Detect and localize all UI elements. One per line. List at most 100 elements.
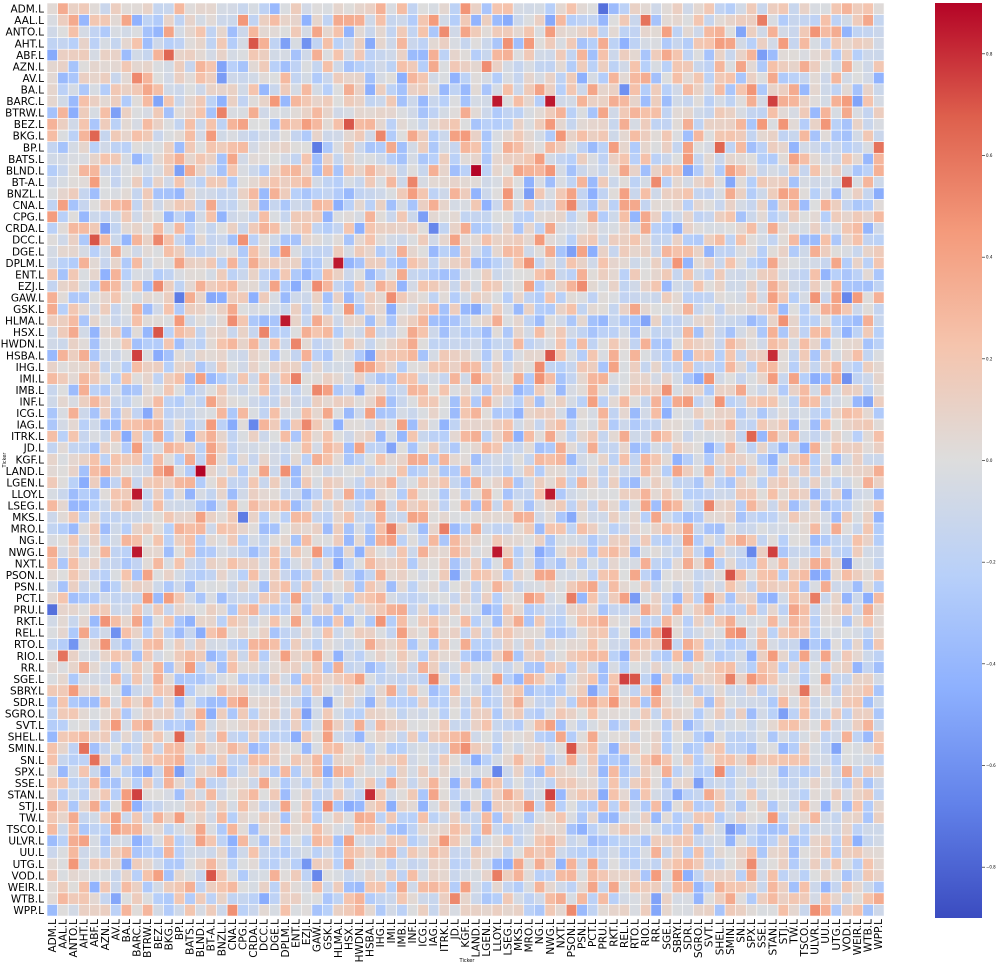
heatmap-cell [417, 25, 429, 39]
heatmap-cell [851, 176, 864, 189]
heatmap-cell [322, 349, 334, 362]
heatmap-cell [226, 152, 239, 166]
heatmap-cell [629, 187, 641, 200]
heatmap-cell [237, 499, 249, 512]
heatmap-cell [258, 37, 270, 50]
heatmap-cell [830, 291, 842, 304]
heatmap-cell [428, 152, 440, 166]
heatmap-cell [830, 280, 842, 293]
heatmap-cell [226, 557, 239, 570]
heatmap-cell [258, 580, 270, 593]
heatmap-cell [78, 48, 90, 62]
heatmap-cell [481, 48, 493, 62]
heatmap-cell [163, 649, 175, 663]
heatmap-cell [809, 418, 821, 431]
heatmap-cell [322, 372, 334, 385]
heatmap-cell [322, 638, 334, 651]
heatmap-cell [692, 592, 705, 605]
heatmap-cell [491, 37, 503, 50]
heatmap-cell [195, 464, 207, 478]
heatmap-cell [269, 129, 281, 143]
heatmap-cell [120, 372, 133, 385]
heatmap-cell [173, 360, 186, 374]
heatmap-cell [406, 441, 419, 455]
heatmap-cell [650, 649, 662, 663]
heatmap-cell [385, 499, 397, 512]
heatmap-cell [375, 303, 387, 316]
heatmap-cell [406, 615, 419, 628]
heatmap-cell [629, 430, 641, 443]
heatmap-cell [661, 430, 673, 443]
heatmap-cell [46, 661, 58, 674]
heatmap-cell [512, 395, 525, 408]
heatmap-cell [142, 141, 154, 154]
heatmap-cell [724, 545, 737, 559]
heatmap-cell [343, 719, 355, 732]
heatmap-cell [226, 280, 239, 293]
heatmap-cell [692, 534, 705, 547]
heatmap-cell [300, 395, 313, 408]
heatmap-cell [57, 568, 69, 582]
heatmap-cell [491, 222, 503, 235]
heatmap-cell [650, 176, 662, 189]
heatmap-cell [46, 707, 58, 720]
heatmap-cell [756, 384, 768, 397]
heatmap-cell [481, 384, 493, 397]
heatmap-cell [237, 245, 249, 258]
heatmap-cell [353, 707, 366, 720]
heatmap-cell [470, 164, 482, 177]
heatmap-cell [216, 684, 228, 697]
heatmap-cell [544, 141, 556, 154]
heatmap-cell [523, 534, 535, 547]
heatmap-cell [798, 684, 811, 697]
heatmap-cell [173, 488, 186, 501]
heatmap-cell [640, 291, 652, 304]
heatmap-cell [576, 638, 588, 651]
heatmap-cell [512, 372, 525, 385]
heatmap-cell [587, 337, 599, 351]
heatmap-cell [332, 337, 344, 351]
heatmap-cell [57, 210, 69, 223]
heatmap-cell [788, 176, 800, 189]
heatmap-cell [671, 464, 684, 478]
heatmap-cell [640, 280, 652, 293]
heatmap-cell [862, 603, 874, 616]
heatmap-cell [459, 407, 472, 420]
heatmap-cell [851, 476, 864, 489]
heatmap-cell [523, 129, 535, 143]
heatmap-cell [120, 141, 133, 154]
heatmap-cell [777, 152, 789, 166]
heatmap-cell [163, 268, 175, 281]
heatmap-cell [587, 187, 599, 200]
heatmap-cell [830, 672, 842, 686]
heatmap-cell [523, 384, 535, 397]
heatmap-cell [343, 384, 355, 397]
heatmap-cell [120, 592, 133, 605]
heatmap-cell [152, 603, 164, 616]
heatmap-cell [195, 360, 207, 374]
heatmap-cell [131, 187, 143, 200]
heatmap-cell [841, 72, 853, 85]
heatmap-cell [311, 141, 323, 154]
heatmap-cell [258, 395, 270, 408]
heatmap-cell [248, 384, 260, 397]
heatmap-cell [311, 199, 323, 212]
heatmap-cell [809, 626, 821, 639]
heatmap-cell [163, 245, 175, 258]
heatmap-cell [343, 580, 355, 593]
heatmap-cell [703, 72, 715, 85]
heatmap-cell [406, 37, 419, 50]
heatmap-cell [417, 719, 429, 732]
heatmap-cell [332, 511, 344, 524]
heatmap-cell [703, 291, 715, 304]
heatmap-cell [671, 615, 684, 628]
heatmap-cell [269, 25, 281, 39]
heatmap-cell [110, 25, 122, 39]
heatmap-cell [576, 95, 588, 108]
heatmap-cell [300, 511, 313, 524]
heatmap-cell [449, 395, 461, 408]
heatmap-cell [767, 25, 779, 39]
heatmap-cell [502, 60, 514, 73]
heatmap-cell [226, 268, 239, 281]
heatmap-cell [724, 603, 737, 616]
